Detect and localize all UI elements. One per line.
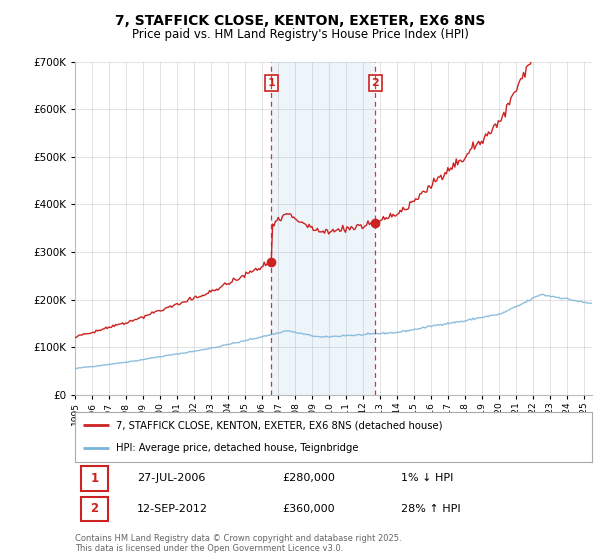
Text: 1: 1 (91, 472, 99, 485)
Text: 7, STAFFICK CLOSE, KENTON, EXETER, EX6 8NS (detached house): 7, STAFFICK CLOSE, KENTON, EXETER, EX6 8… (116, 420, 443, 430)
Text: 2: 2 (371, 78, 379, 88)
Text: 28% ↑ HPI: 28% ↑ HPI (401, 504, 460, 514)
Bar (271, 62, 376, 395)
Text: 27-JUL-2006: 27-JUL-2006 (137, 473, 205, 483)
Text: 12-SEP-2012: 12-SEP-2012 (137, 504, 208, 514)
Text: 7, STAFFICK CLOSE, KENTON, EXETER, EX6 8NS: 7, STAFFICK CLOSE, KENTON, EXETER, EX6 8… (115, 14, 485, 28)
Text: 1: 1 (268, 78, 275, 88)
Text: £280,000: £280,000 (282, 473, 335, 483)
Text: HPI: Average price, detached house, Teignbridge: HPI: Average price, detached house, Teig… (116, 444, 359, 454)
Text: Price paid vs. HM Land Registry's House Price Index (HPI): Price paid vs. HM Land Registry's House … (131, 28, 469, 41)
Bar (81, 497, 108, 521)
Text: Contains HM Land Registry data © Crown copyright and database right 2025.
This d: Contains HM Land Registry data © Crown c… (75, 534, 401, 553)
Text: 1% ↓ HPI: 1% ↓ HPI (401, 473, 453, 483)
Text: £360,000: £360,000 (282, 504, 335, 514)
Bar (81, 466, 108, 491)
Text: 2: 2 (91, 502, 99, 515)
